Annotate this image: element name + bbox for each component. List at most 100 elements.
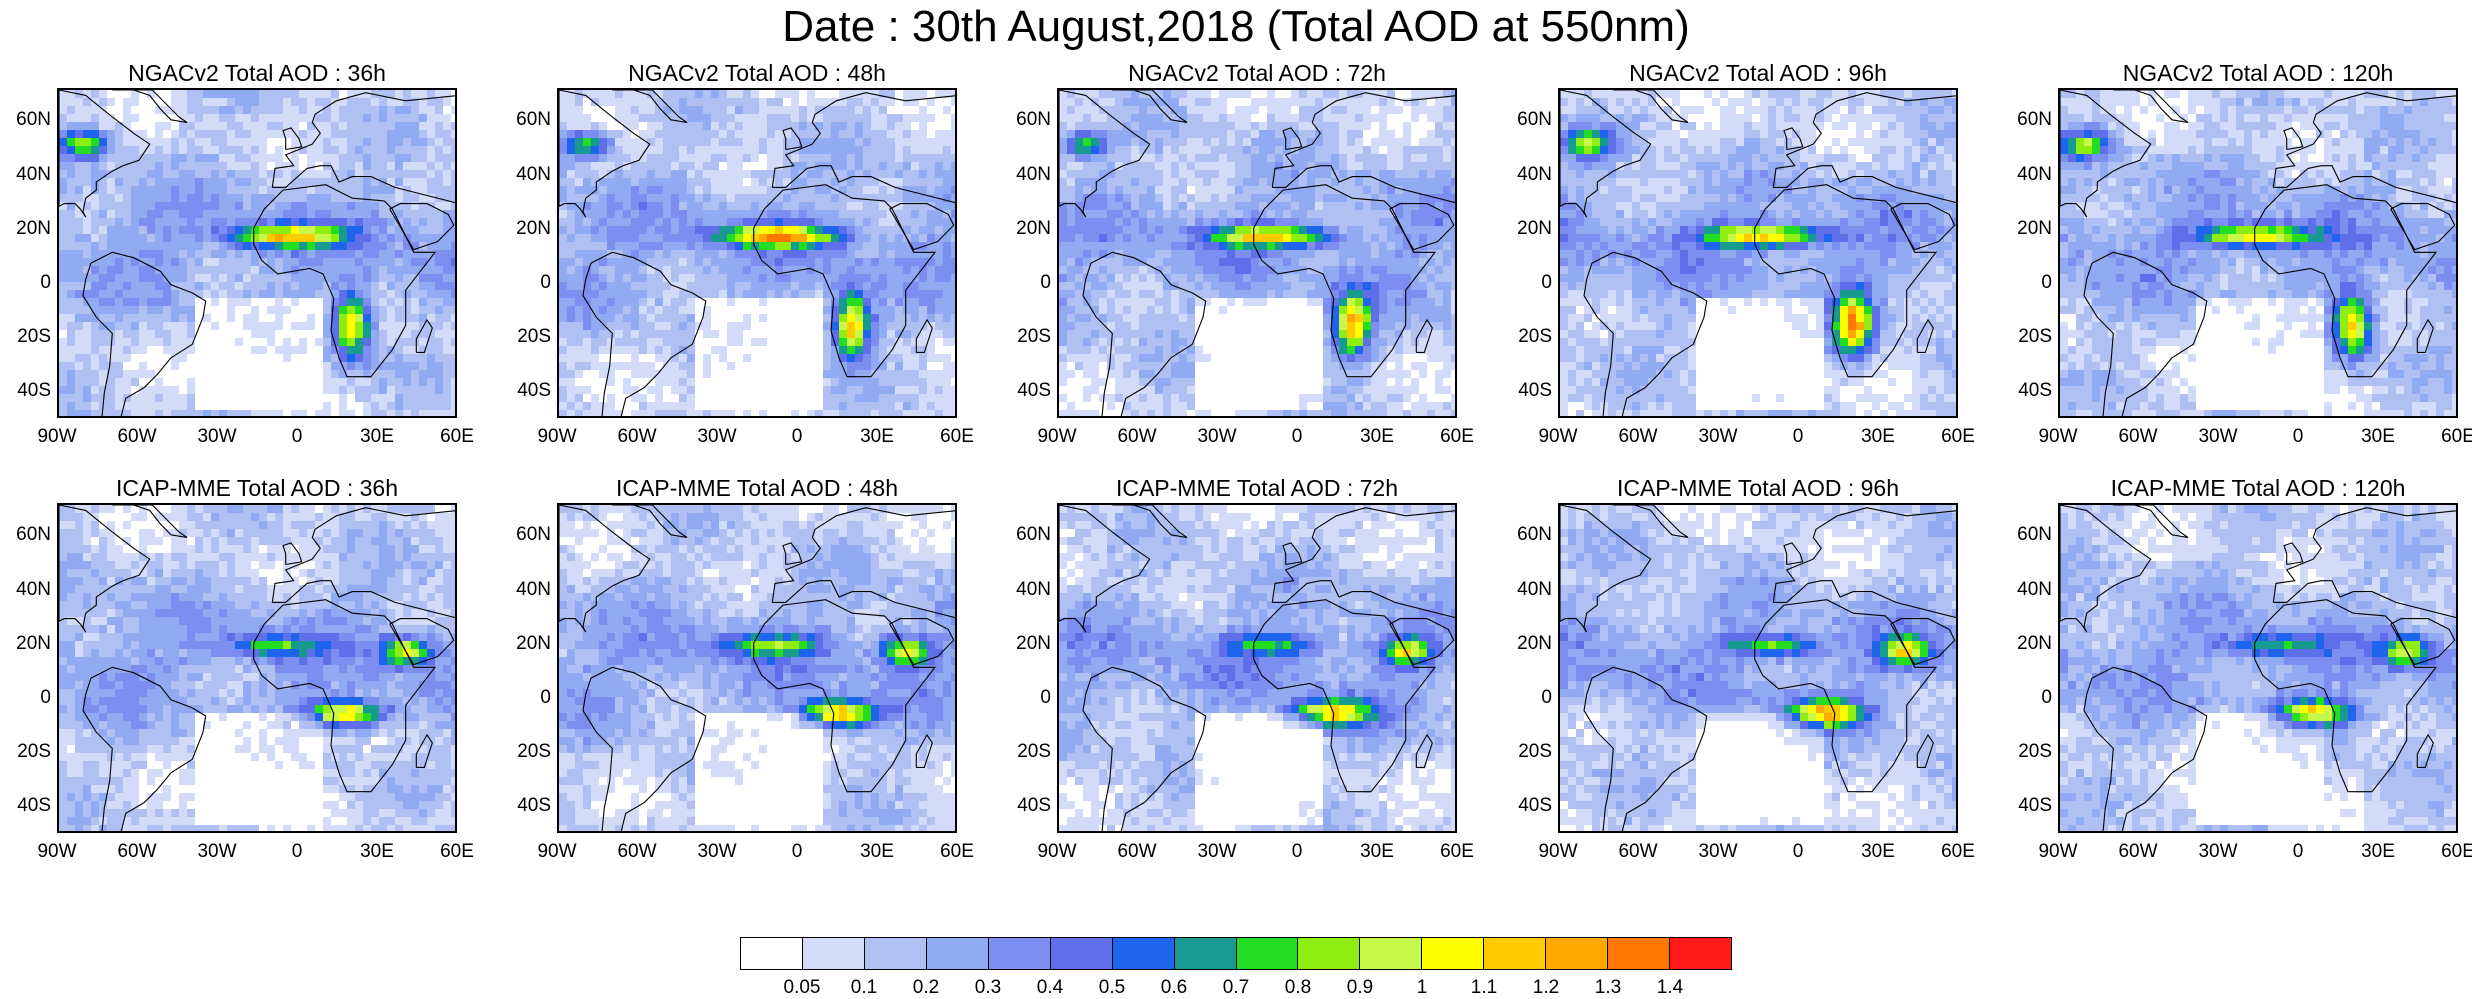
aod-cell <box>1323 242 1331 250</box>
aod-cell <box>139 354 147 362</box>
aod-cell <box>1259 354 1267 362</box>
aod-cell <box>775 218 783 226</box>
aod-cell <box>783 298 791 306</box>
aod-cell <box>823 354 831 362</box>
aod-cell <box>259 386 267 394</box>
aod-cell <box>711 218 719 226</box>
aod-cell <box>631 266 639 274</box>
aod-cell <box>187 138 195 146</box>
aod-cell <box>91 130 99 138</box>
aod-cell <box>267 98 275 106</box>
aod-cell <box>1171 202 1179 210</box>
aod-cell <box>243 410 251 418</box>
aod-cell <box>559 242 567 250</box>
aod-cell <box>767 274 775 282</box>
aod-cell <box>235 234 243 242</box>
aod-cell <box>767 298 775 306</box>
aod-cell <box>283 314 291 322</box>
aod-cell <box>615 170 623 178</box>
aod-cell <box>655 130 663 138</box>
aod-cell <box>1203 378 1211 386</box>
aod-cell <box>1339 258 1347 266</box>
aod-cell <box>275 282 283 290</box>
aod-cell <box>951 346 957 354</box>
aod-cell <box>1275 226 1283 234</box>
aod-cell <box>363 114 371 122</box>
aod-cell <box>155 146 163 154</box>
aod-cell <box>115 322 123 330</box>
aod-cell <box>567 266 575 274</box>
aod-cell <box>275 338 283 346</box>
aod-cell <box>451 298 457 306</box>
aod-cell <box>1251 386 1259 394</box>
aod-cell <box>435 402 443 410</box>
aod-cell <box>1283 306 1291 314</box>
aod-cell <box>1443 274 1451 282</box>
aod-cell <box>1059 226 1067 234</box>
aod-cell <box>1235 370 1243 378</box>
aod-cell <box>1099 226 1107 234</box>
aod-cell <box>379 210 387 218</box>
aod-cell <box>1355 386 1363 394</box>
aod-cell <box>147 154 155 162</box>
aod-cell <box>323 338 331 346</box>
aod-cell <box>299 106 307 114</box>
aod-cell <box>1291 314 1299 322</box>
aod-cell <box>275 362 283 370</box>
aod-cell <box>363 242 371 250</box>
aod-cell <box>275 170 283 178</box>
aod-cell <box>187 410 195 418</box>
aod-cell <box>227 178 235 186</box>
aod-cell <box>1283 330 1291 338</box>
aod-cell <box>1323 298 1331 306</box>
aod-cell <box>1163 410 1171 418</box>
aod-cell <box>695 106 703 114</box>
aod-cell <box>583 402 591 410</box>
aod-cell <box>419 138 427 146</box>
aod-cell <box>1187 250 1195 258</box>
aod-cell <box>663 154 671 162</box>
aod-cell <box>799 250 807 258</box>
aod-cell <box>419 226 427 234</box>
aod-cell <box>639 298 647 306</box>
aod-cell <box>155 234 163 242</box>
aod-cell <box>275 234 283 242</box>
aod-cell <box>1203 394 1211 402</box>
aod-cell <box>671 146 679 154</box>
aod-cell <box>123 274 131 282</box>
aod-cell <box>831 362 839 370</box>
aod-cell <box>243 362 251 370</box>
aod-field <box>59 90 457 418</box>
aod-cell <box>1123 210 1131 218</box>
aod-cell <box>695 250 703 258</box>
aod-cell <box>451 114 457 122</box>
aod-cell <box>411 258 419 266</box>
aod-cell <box>623 370 631 378</box>
aod-cell <box>163 210 171 218</box>
aod-cell <box>1147 194 1155 202</box>
aod-cell <box>575 242 583 250</box>
aod-cell <box>171 218 179 226</box>
aod-cell <box>187 370 195 378</box>
aod-cell <box>139 106 147 114</box>
aod-cell <box>807 290 815 298</box>
aod-cell <box>1099 90 1107 98</box>
aod-cell <box>67 106 75 114</box>
aod-cell <box>743 402 751 410</box>
aod-cell <box>815 378 823 386</box>
aod-cell <box>395 282 403 290</box>
aod-cell <box>1187 378 1195 386</box>
aod-cell <box>815 154 823 162</box>
aod-cell <box>871 346 879 354</box>
aod-cell <box>1451 114 1457 122</box>
aod-cell <box>1251 226 1259 234</box>
aod-cell <box>1131 178 1139 186</box>
aod-cell <box>1339 186 1347 194</box>
aod-cell <box>1059 130 1067 138</box>
aod-cell <box>1347 338 1355 346</box>
aod-cell <box>1059 194 1067 202</box>
aod-cell <box>1107 410 1115 418</box>
aod-cell <box>219 330 227 338</box>
aod-cell <box>371 298 379 306</box>
aod-cell <box>1403 378 1411 386</box>
